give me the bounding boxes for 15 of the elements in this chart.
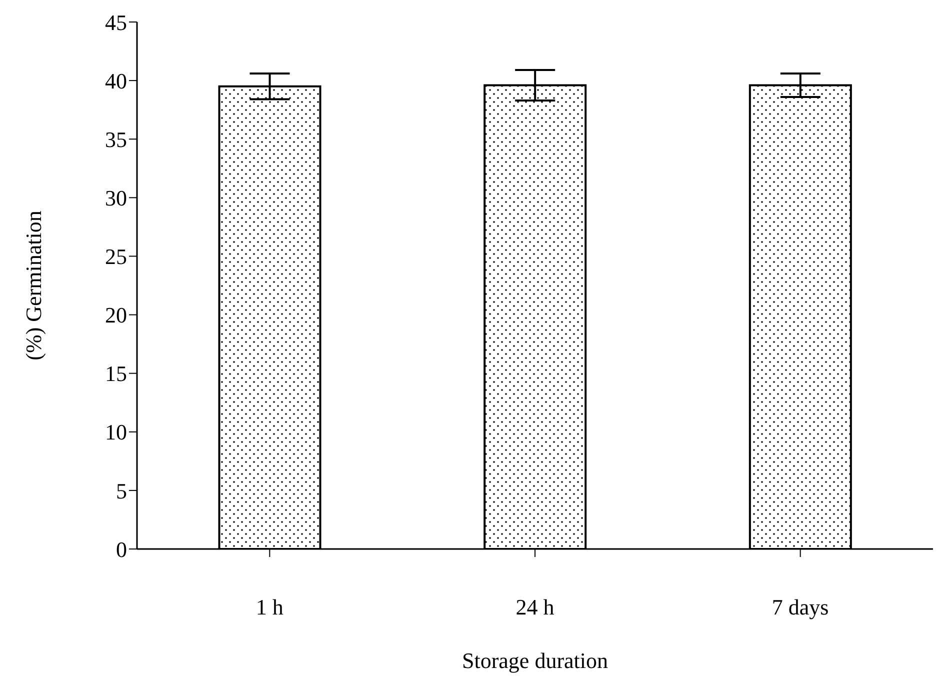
x-tick-label: 1 h xyxy=(256,594,284,620)
y-tick-label: 5 xyxy=(116,478,127,504)
y-tick-label: 15 xyxy=(105,361,127,386)
y-tick-label: 25 xyxy=(105,244,127,270)
y-tick-label: 20 xyxy=(105,302,127,328)
y-tick-label: 35 xyxy=(105,126,127,152)
x-axis-title: Storage duration xyxy=(462,648,608,673)
x-tick-label: 7 days xyxy=(772,594,829,620)
y-tick-label: 30 xyxy=(105,185,127,210)
x-tick-label: 24 h xyxy=(516,594,554,620)
y-axis-title: (%) Germination xyxy=(20,210,46,360)
y-tick-label: 45 xyxy=(105,10,127,35)
y-tick-label: 40 xyxy=(105,68,127,94)
y-tick-label: 0 xyxy=(116,536,127,562)
y-tick-label: 10 xyxy=(105,420,127,445)
